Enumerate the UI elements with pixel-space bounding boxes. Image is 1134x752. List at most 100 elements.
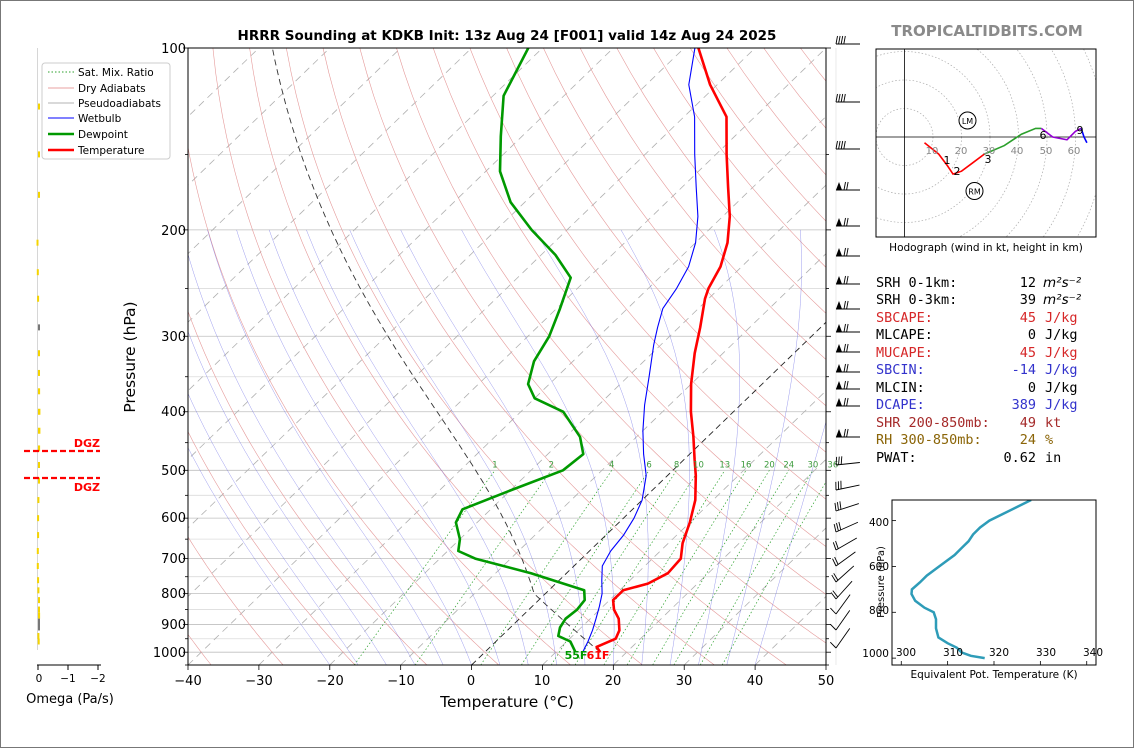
index-unit: J/kg — [1045, 345, 1078, 361]
index-unit: m²s⁻² — [1043, 275, 1082, 291]
mixing-ratio-label: 2 — [549, 460, 554, 470]
mixing-ratio-label: 4 — [609, 460, 614, 470]
mixing-ratio-label: 1 — [492, 460, 497, 470]
legend-label: Wetbulb — [78, 113, 122, 125]
index-value: 12 — [1020, 275, 1036, 291]
omega-bar — [38, 104, 40, 110]
mixing-ratio-label: 10 — [693, 460, 704, 470]
index-label: DCAPE: — [876, 397, 925, 413]
omega-bar — [38, 192, 40, 198]
theta-x-tick-label: 330 — [1036, 647, 1056, 659]
index-label: MLCAPE: — [876, 327, 933, 343]
dgz-label: DGZ — [74, 437, 100, 450]
hodograph-ring-label: 60 — [1068, 146, 1081, 157]
index-unit: % — [1045, 432, 1053, 448]
x-tick-label: 30 — [676, 674, 693, 689]
hodograph-ring-label: 50 — [1040, 146, 1053, 157]
mixing-ratio-label: 6 — [646, 460, 651, 470]
theta-x-tick-label: 320 — [989, 647, 1009, 659]
index-value: 39 — [1020, 292, 1036, 308]
index-unit: J/kg — [1045, 310, 1078, 326]
theta-x-tick-label: 310 — [943, 647, 963, 659]
legend-label: Pseudoadiabats — [78, 98, 161, 110]
hodograph-height-label: 6 — [1040, 129, 1047, 142]
x-tick-label: −40 — [174, 674, 201, 689]
mixing-ratio-label: 8 — [674, 460, 679, 470]
theta-y-tick-label: 400 — [869, 517, 889, 529]
hodograph-height-label: 2 — [954, 165, 961, 178]
omega-bar — [37, 497, 39, 503]
omega-bar — [37, 563, 39, 569]
left-mover-label: LM — [962, 117, 973, 126]
legend-label: Sat. Mix. Ratio — [78, 67, 154, 79]
y-tick-label: 100 — [161, 42, 186, 57]
index-value: 0 — [1028, 327, 1036, 343]
y-tick-label: 500 — [161, 464, 186, 479]
x-tick-label: 10 — [534, 674, 551, 689]
omega-bar — [38, 350, 40, 356]
omega-bar — [38, 607, 40, 613]
omega-bar — [38, 409, 40, 415]
omega-bar — [38, 462, 40, 468]
x-tick-label: −30 — [245, 674, 272, 689]
omega-tick-label: −2 — [90, 673, 105, 685]
mixing-ratio-label: 20 — [764, 460, 775, 470]
right-mover-label: RM — [968, 188, 981, 197]
hodograph-height-label: 3 — [985, 153, 992, 166]
omega-tick-label: 0 — [36, 673, 43, 685]
omega-bar — [38, 428, 40, 434]
index-value: -14 — [1012, 362, 1036, 378]
y-axis-label: Pressure (hPa) — [121, 301, 139, 412]
y-tick-label: 400 — [161, 405, 186, 420]
watermark-label: TROPICALTIDBITS.COM — [891, 22, 1083, 40]
mixing-ratio-label: 30 — [807, 460, 818, 470]
index-unit: J/kg — [1045, 327, 1078, 343]
y-tick-label: 600 — [161, 511, 186, 526]
omega-bar — [38, 624, 40, 630]
legend-label: Dry Adiabats — [78, 83, 146, 95]
omega-bar — [37, 515, 39, 521]
omega-bar — [37, 240, 39, 246]
chart-legend: Sat. Mix. Ratio Dry Adiabats Pseudoadiab… — [42, 63, 170, 159]
y-tick-label: 700 — [161, 552, 186, 567]
index-value: 24 — [1020, 432, 1036, 448]
mixing-ratio-label: 24 — [783, 460, 794, 470]
index-unit: J/kg — [1045, 397, 1078, 413]
hodograph-height-label: 1 — [944, 154, 951, 167]
hodograph-ring-label: 20 — [955, 146, 968, 157]
omega-bar — [37, 532, 39, 538]
index-value: 0 — [1028, 380, 1036, 396]
omega-bar — [37, 577, 39, 583]
theta-x-tick-label: 340 — [1083, 647, 1103, 659]
omega-bar — [38, 619, 40, 625]
x-tick-label: 50 — [818, 674, 835, 689]
index-value: 0.62 — [1003, 450, 1036, 466]
mixing-ratio-label: 13 — [719, 460, 730, 470]
index-label: PWAT: — [876, 450, 917, 466]
index-unit: J/kg — [1045, 380, 1078, 396]
surface-temperature-label: 61F — [587, 649, 610, 662]
index-value: 45 — [1020, 310, 1036, 326]
omega-tick-label: −1 — [60, 673, 75, 685]
x-tick-label: 20 — [605, 674, 622, 689]
omega-bar — [38, 151, 40, 157]
index-label: MLCIN: — [876, 380, 925, 396]
theta-x-tick-label: 300 — [896, 647, 916, 659]
hodograph-caption: Hodograph (wind in kt, height in km) — [889, 242, 1083, 254]
omega-bar — [38, 613, 40, 619]
x-axis-label: Temperature (°C) — [439, 693, 574, 711]
omega-bar — [38, 370, 40, 376]
omega-bar — [37, 587, 39, 593]
y-tick-label: 300 — [161, 330, 186, 345]
x-tick-label: 40 — [747, 674, 764, 689]
omega-bar — [38, 638, 40, 644]
index-label: MUCAPE: — [876, 345, 933, 361]
omega-bar — [38, 324, 40, 330]
index-label: SRH 0-1km: — [876, 275, 957, 291]
x-tick-label: −20 — [316, 674, 343, 689]
theta-y-tick-label: 1000 — [862, 648, 889, 660]
index-unit: J/kg — [1045, 362, 1078, 378]
index-value: 49 — [1020, 415, 1036, 431]
